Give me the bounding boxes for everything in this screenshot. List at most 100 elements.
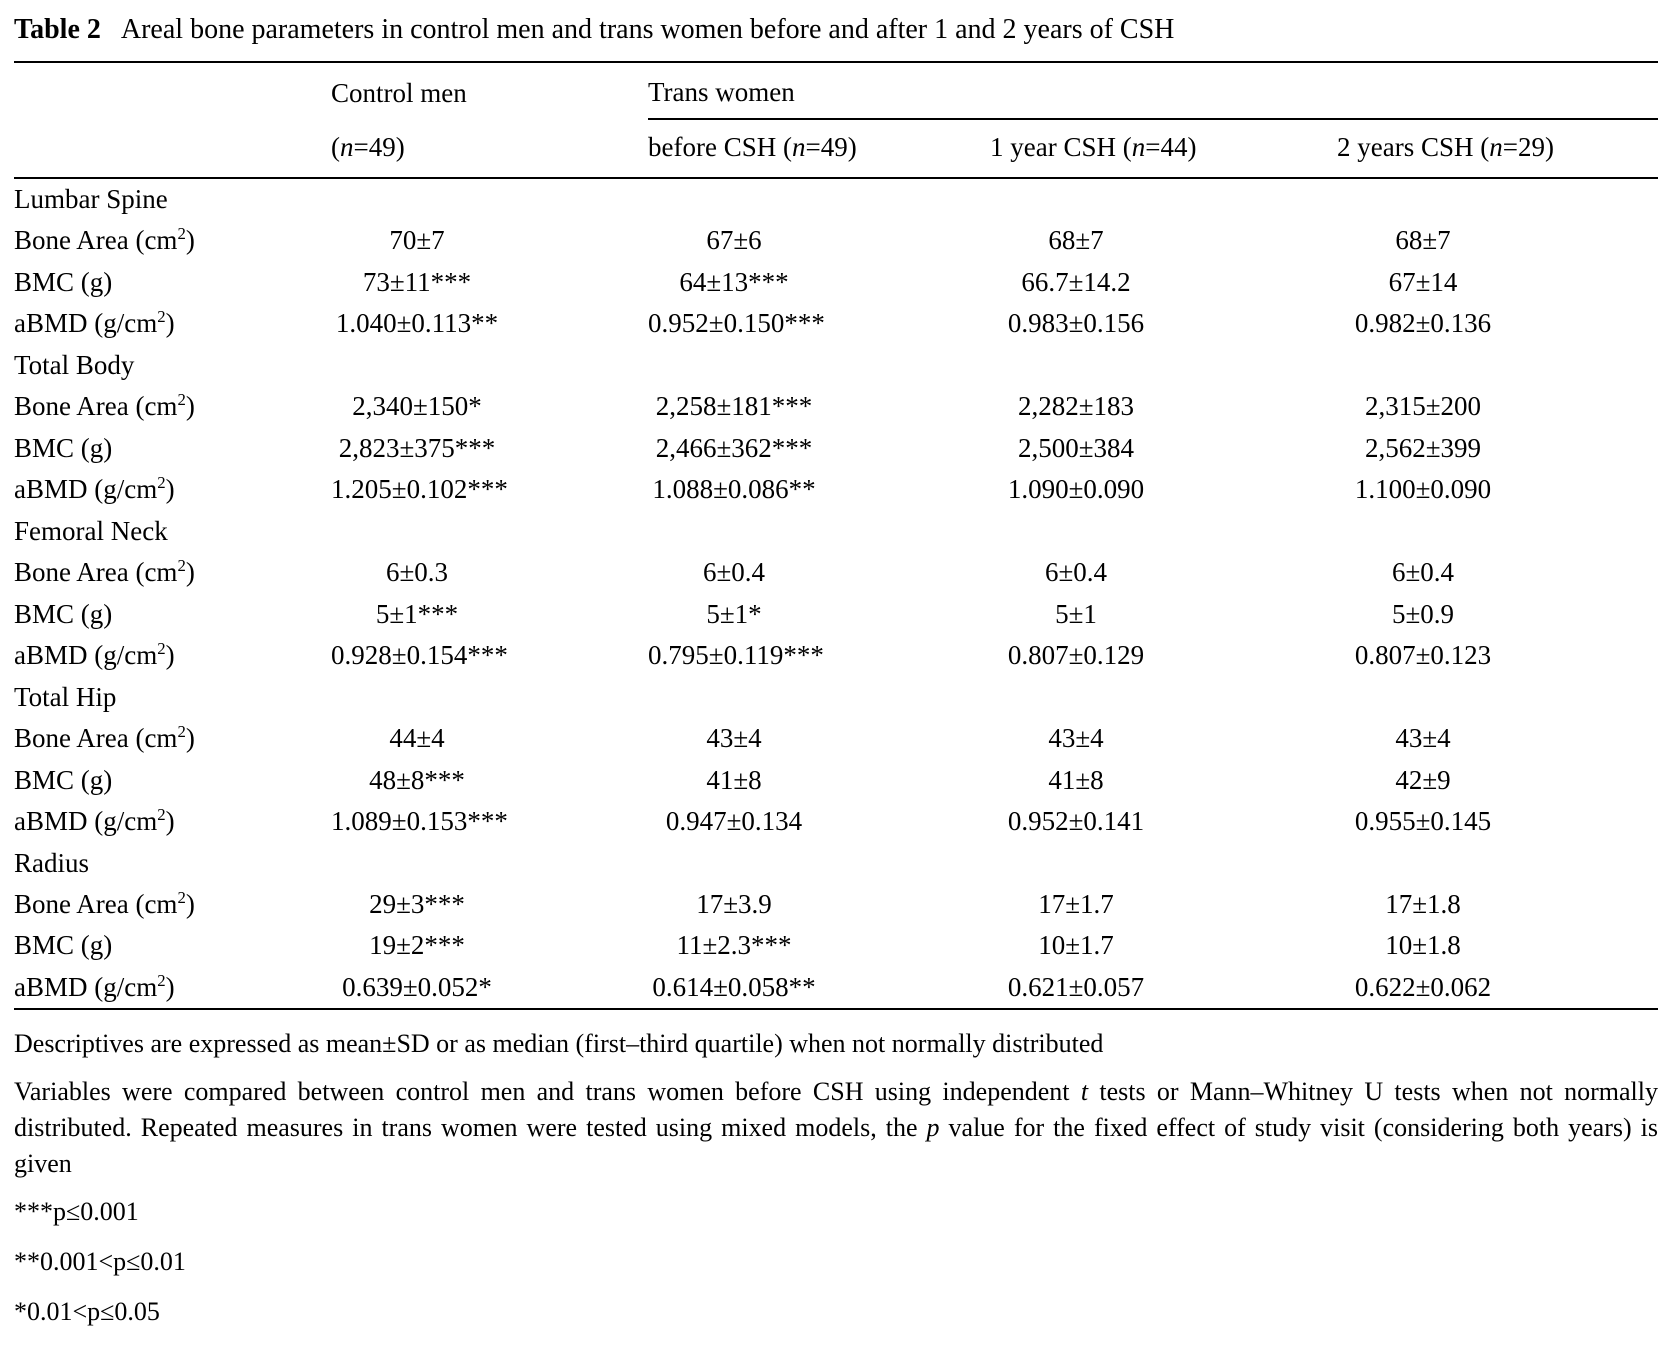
cell-value: 1.040±0.113** [335, 308, 499, 339]
cell-value: 41±8 [706, 764, 762, 795]
cell-value: 1.089±0.153*** [331, 806, 508, 837]
row-label: Bone Area (cm2) [14, 390, 195, 422]
footnote-descriptives: Descriptives are expressed as mean±SD or… [14, 1029, 1104, 1059]
cell-value: 17±1.7 [1038, 888, 1114, 919]
cell-value: 6±0.4 [1391, 557, 1455, 588]
cell-value: 0.983±0.156 [1007, 308, 1145, 339]
cell-value: 43±4 [1048, 723, 1104, 754]
table-row: Bone Area (cm2) 6±0.3 6±0.4 6±0.4 6±0.4 [14, 552, 1658, 593]
cell-value: 68±7 [1048, 225, 1104, 256]
section-row: Total Body [14, 345, 1658, 386]
cell-value: 41±8 [1048, 764, 1104, 795]
row-label: aBMD (g/cm2) [14, 473, 175, 505]
section-label: Femoral Neck [14, 515, 168, 546]
cell-value: 0.639±0.052* [342, 971, 492, 1002]
cell-value: 43±4 [1395, 723, 1451, 754]
table-row: Bone Area (cm2) 44±4 43±4 43±4 43±4 [14, 718, 1658, 759]
table-header: Control men Trans women (n=49) before CS… [14, 62, 1658, 179]
cell-value: 10±1.8 [1385, 930, 1461, 961]
table-row: BMC (g) 2,823±375*** 2,466±362*** 2,500±384… [14, 428, 1658, 469]
cell-value: 5±1* [706, 598, 762, 629]
cell-value: 2,466±362*** [655, 432, 813, 463]
cell-value: 66.7±14.2 [1021, 266, 1131, 297]
header-group-row: Control men Trans women [14, 62, 1658, 120]
cell-value: 19±2*** [369, 930, 465, 961]
table-body: Lumbar Spine Bone Area (cm2) 70±7 67±6 68±7 6… [14, 178, 1658, 1009]
table-row: BMC (g) 19±2*** 11±2.3*** 10±1.7 10±1.8 [14, 925, 1658, 966]
section-label: Radius [14, 847, 90, 878]
table-footnotes: Descriptives are expressed as mean±SD or… [14, 1010, 1658, 1329]
cell-value: 48±8*** [369, 764, 465, 795]
row-label: Bone Area (cm2) [14, 887, 195, 919]
cell-value: 0.795±0.119*** [648, 640, 824, 671]
table-caption: Table 2 Areal bone parameters in control … [14, 8, 1658, 61]
cell-value: 0.928±0.154*** [331, 640, 508, 671]
cell-value: 17±1.8 [1385, 888, 1461, 919]
section-label: Total Body [14, 349, 135, 380]
cell-value: 64±13*** [679, 266, 789, 297]
row-label: BMC (g) [14, 764, 113, 795]
cell-value: 0.807±0.129 [1007, 640, 1145, 671]
cell-value: 17±3.9 [696, 888, 772, 919]
cell-value: 70±7 [389, 225, 445, 256]
footnote-three-stars: ***p≤0.001 [14, 1196, 139, 1226]
footnote-methods: Variables were compared between control … [14, 1077, 1659, 1178]
cell-value: 2,823±375*** [338, 432, 496, 463]
cell-value: 11±2.3*** [676, 930, 792, 961]
row-label: BMC (g) [14, 432, 113, 463]
table-row: Bone Area (cm2) 70±7 67±6 68±7 68±7 [14, 220, 1658, 261]
cell-value: 73±11*** [362, 266, 472, 297]
col-group-control-men: Control men [331, 78, 467, 108]
section-row: Femoral Neck [14, 511, 1658, 552]
row-label: Bone Area (cm2) [14, 556, 195, 588]
cell-value: 0.952±0.141 [1007, 806, 1145, 837]
cell-value: 5±0.9 [1391, 598, 1455, 629]
bone-parameters-table: Control men Trans women (n=49) before CS… [14, 61, 1658, 1011]
cell-value: 68±7 [1395, 225, 1451, 256]
cell-value: 0.807±0.123 [1354, 640, 1492, 671]
cell-value: 2,258±181*** [655, 391, 813, 422]
table-row: BMC (g) 5±1*** 5±1* 5±1 5±0.9 [14, 594, 1658, 635]
cell-value: 0.614±0.058** [652, 971, 816, 1002]
cell-value: 0.982±0.136 [1354, 308, 1492, 339]
table-row: aBMD (g/cm2) 0.928±0.154*** 0.795±0.119***… [14, 635, 1658, 676]
table-row: aBMD (g/cm2) 1.089±0.153*** 0.947±0.134 0.9… [14, 801, 1658, 842]
row-label: BMC (g) [14, 266, 113, 297]
cell-value: 29±3*** [369, 888, 465, 919]
cell-value: 1.205±0.102*** [331, 474, 508, 505]
cell-value: 5±1 [1055, 598, 1097, 629]
cell-value: 43±4 [706, 723, 762, 754]
table-caption-text: Areal bone parameters in control men and… [120, 14, 1175, 45]
footnote-two-stars: **0.001<p≤0.01 [14, 1246, 186, 1276]
cell-value: 5±1*** [375, 598, 459, 629]
section-label: Total Hip [14, 681, 117, 712]
row-label: aBMD (g/cm2) [14, 307, 175, 339]
header-empty-cell [14, 62, 331, 119]
cell-value: 6±0.4 [1044, 557, 1108, 588]
cell-value: 0.955±0.145 [1354, 806, 1492, 837]
cell-value: 2,315±200 [1364, 391, 1482, 422]
cell-value: 2,562±399 [1364, 432, 1482, 463]
cell-value: 1.090±0.090 [1007, 474, 1145, 505]
cell-value: 6±0.3 [385, 557, 449, 588]
subheader-2-years-csh: 2 years CSH (n=29) [1337, 119, 1658, 179]
row-label: aBMD (g/cm2) [14, 970, 175, 1002]
cell-value: 67±14 [1388, 266, 1458, 297]
table-row: BMC (g) 73±11*** 64±13*** 66.7±14.2 67±14 [14, 262, 1658, 303]
row-label: Bone Area (cm2) [14, 722, 195, 754]
section-label: Lumbar Spine [14, 184, 168, 214]
section-row: Total Hip [14, 677, 1658, 718]
cell-value: 2,282±183 [1017, 391, 1135, 422]
subheader-before-csh: before CSH (n=49) [648, 119, 990, 179]
table-number-label: Table 2 [14, 14, 101, 45]
footnote-one-star: *0.01<p≤0.05 [14, 1296, 160, 1326]
header-sub-row: (n=49) before CSH (n=49) 1 year CSH (n=4… [14, 119, 1658, 179]
cell-value: 6±0.4 [702, 557, 766, 588]
cell-value: 0.621±0.057 [1007, 971, 1145, 1002]
cell-value: 0.947±0.134 [665, 806, 803, 837]
cell-value: 10±1.7 [1038, 930, 1114, 961]
row-label: BMC (g) [14, 598, 113, 629]
table-row: Bone Area (cm2) 29±3*** 17±3.9 17±1.7 17±1.8 [14, 884, 1658, 925]
table-row: aBMD (g/cm2) 0.639±0.052* 0.614±0.058** 0.6… [14, 967, 1658, 1009]
